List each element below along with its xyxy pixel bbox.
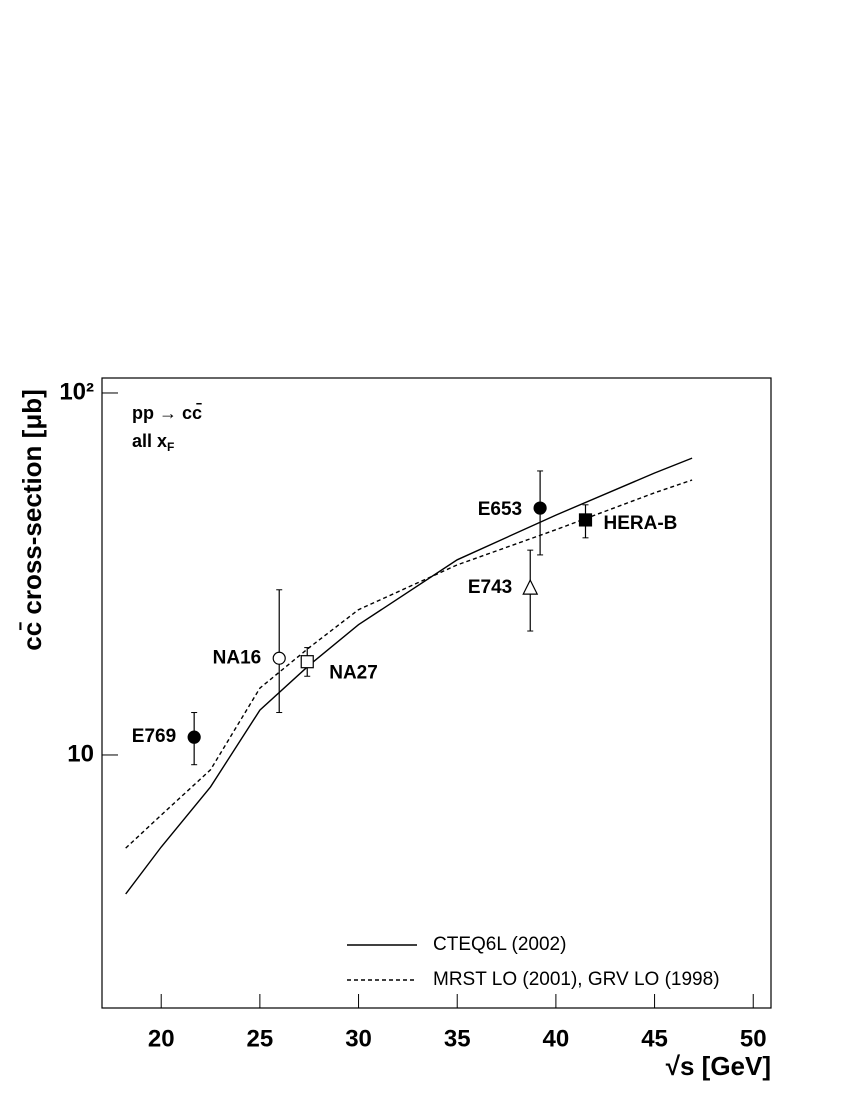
point-label: E743 (468, 577, 512, 598)
marker (578, 513, 593, 527)
plot-frame (101, 377, 772, 1009)
marker (187, 730, 201, 744)
annotation-subscript: F (167, 440, 174, 454)
point-label: E653 (478, 499, 522, 520)
y-tick-label: 10 (67, 740, 94, 767)
legend-label: MRST LO (2001), GRV LO (1998) (433, 969, 720, 990)
annotation-text: all x (132, 431, 167, 451)
y-tick-label: 10² (59, 378, 94, 405)
x-tick-label: 25 (247, 1025, 274, 1052)
y-axis-label: cc̄ cross-section [μb] (17, 389, 47, 651)
x-tick-label: 30 (345, 1025, 372, 1052)
x-tick-label: 35 (444, 1025, 471, 1052)
point-label: E769 (132, 726, 176, 747)
x-tick-label: 20 (148, 1025, 175, 1052)
x-tick-label: 45 (641, 1025, 668, 1052)
annotation: pp → cc̄ (132, 403, 202, 423)
point-label: NA27 (329, 663, 378, 684)
marker (300, 655, 314, 669)
x-tick-label: 40 (543, 1025, 570, 1052)
x-axis-label: √s [GeV] (666, 1051, 771, 1081)
marker (272, 651, 286, 665)
x-tick-label: 50 (740, 1025, 767, 1052)
point-label: HERA-B (603, 513, 677, 534)
annotation: all xF (132, 431, 174, 454)
point-label: NA16 (213, 647, 262, 668)
curve (125, 457, 693, 895)
legend-label: CTEQ6L (2002) (433, 934, 566, 955)
marker (522, 578, 539, 595)
marker (533, 501, 547, 515)
curve (125, 479, 693, 849)
